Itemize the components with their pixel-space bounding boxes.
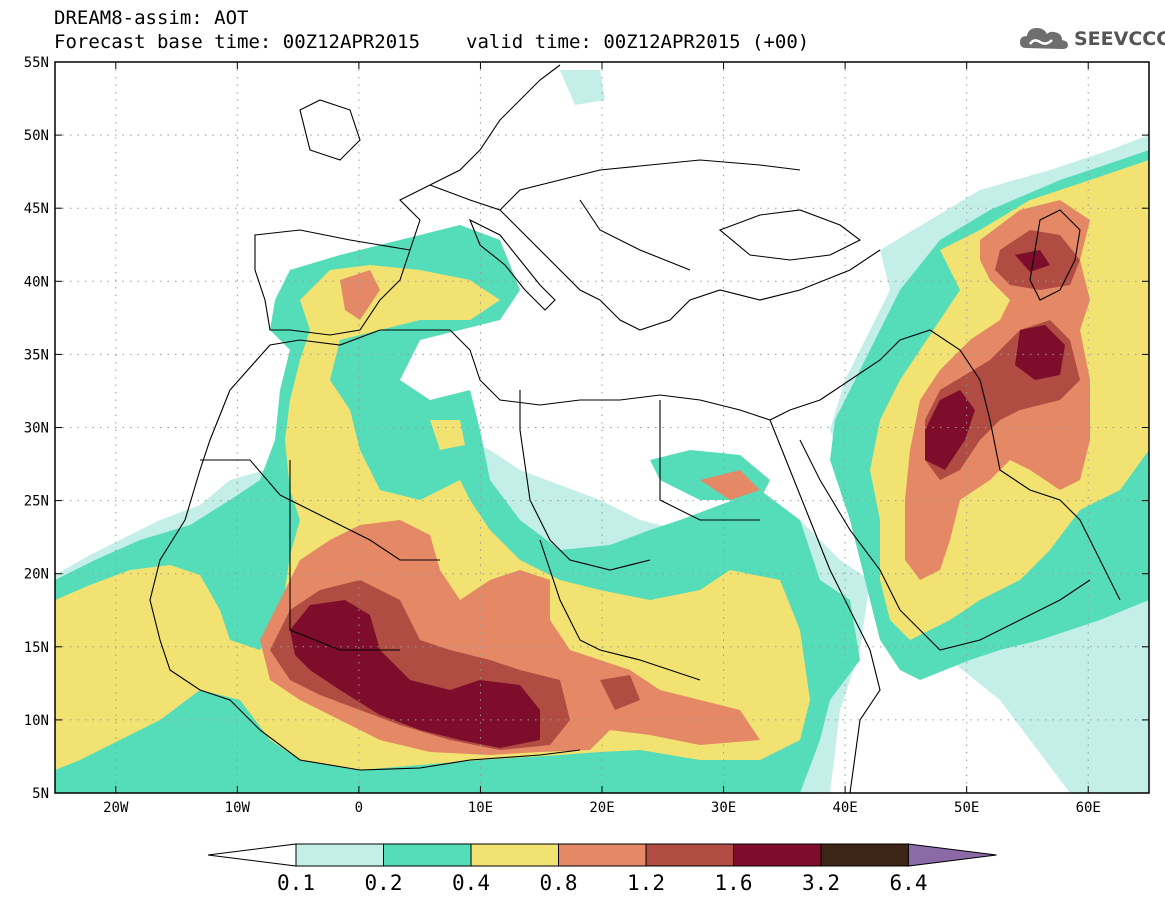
lon-label: 50E: [954, 800, 979, 816]
colorbar-label: 3.2: [802, 871, 840, 895]
lon-label: 60E: [1076, 800, 1101, 816]
base-time: Forecast base time: 00Z12APR2015: [54, 31, 421, 53]
lat-label: 20N: [24, 567, 49, 583]
logo-text: SEEVCCC: [1074, 28, 1165, 50]
lon-label: 40E: [832, 800, 857, 816]
colorbar-label: 0.2: [365, 871, 403, 895]
map-title: DREAM8-assim: AOT: [54, 7, 249, 29]
valid-time: valid time: 00Z12APR2015 (+00): [466, 31, 810, 53]
colorbar-segment: [733, 843, 822, 867]
lat-label: 50N: [24, 128, 49, 144]
lat-label: 35N: [24, 347, 49, 363]
colorbar-label: 0.4: [452, 871, 490, 895]
colorbar-segment: [470, 843, 559, 867]
colorbar-label: 6.4: [890, 871, 928, 895]
colorbar-segment: [820, 843, 909, 867]
lat-label: 45N: [24, 201, 49, 217]
lon-label: 30E: [711, 800, 736, 816]
lon-label: 10E: [468, 800, 493, 816]
colorbar-label: 1.6: [715, 871, 753, 895]
colorbar-segment: [383, 843, 472, 867]
lon-label: 20E: [589, 800, 614, 816]
seevccc-logo: SEEVCCC: [1018, 22, 1165, 56]
lon-label: 0: [355, 800, 363, 816]
lat-label: 55N: [24, 55, 49, 71]
coastlines: [149, 64, 1121, 793]
latitude-axis: 55N 50N 45N 40N 35N 30N 25N 20N 15N 10N 5N: [24, 55, 1149, 802]
colorbar-label: 1.2: [627, 871, 665, 895]
colorbar-label: 0.1: [277, 871, 315, 895]
colorbar-segment: [295, 843, 384, 867]
colorbar-label: 0.8: [540, 871, 578, 895]
lon-label: 10W: [225, 800, 251, 816]
lat-label: 10N: [24, 713, 49, 729]
lon-label: 20W: [103, 800, 129, 816]
colorbar: 0.1 0.2 0.4 0.8 1.2 1.6 3.2 6.4: [207, 843, 997, 895]
cloud-logo-icon: [1020, 28, 1068, 49]
colorbar-over-arrow: [908, 843, 997, 867]
lat-label: 15N: [24, 640, 49, 656]
lat-label: 25N: [24, 494, 49, 510]
aot-field: [55, 70, 1149, 793]
time-info: Forecast base time: 00Z12APR2015 valid ti…: [54, 32, 809, 52]
lat-label: 40N: [24, 274, 49, 290]
aot-band-1.6: [290, 250, 1065, 748]
longitude-axis: 20W 10W 0 10E 20E 30E 40E 50E 60E: [103, 62, 1101, 816]
colorbar-under-arrow: [207, 843, 297, 867]
colorbar-segment: [558, 843, 647, 867]
lat-label: 30N: [24, 421, 49, 437]
lat-label: 5N: [32, 786, 49, 802]
colorbar-segment: [645, 843, 734, 867]
